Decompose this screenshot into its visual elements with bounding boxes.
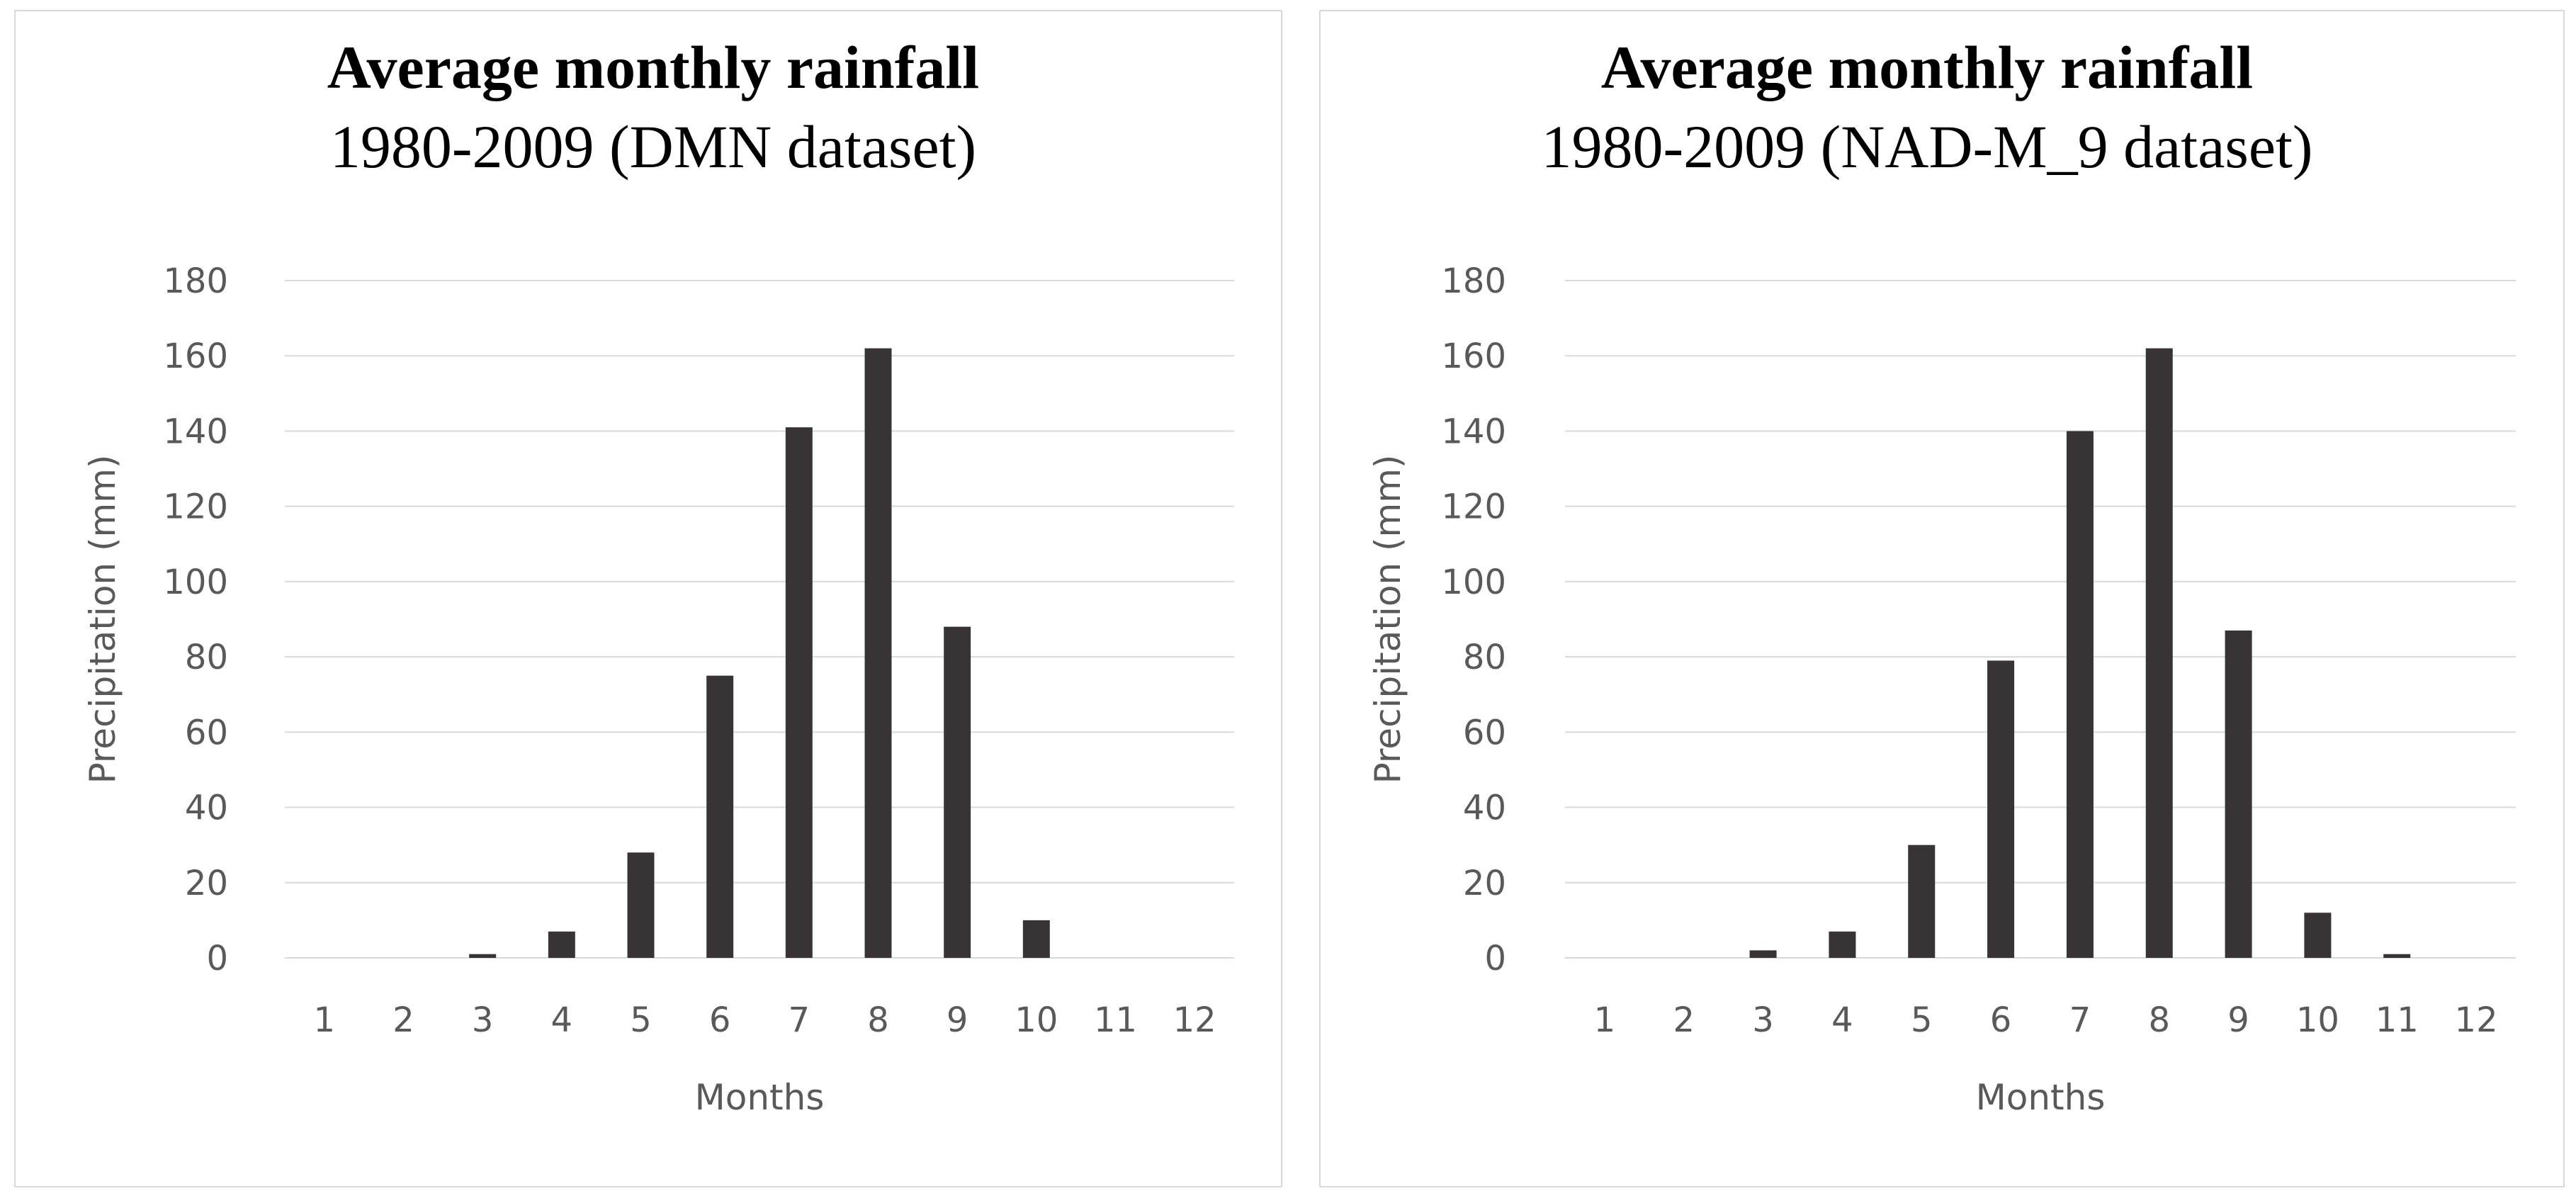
y-tick-label: 160: [163, 337, 228, 376]
bar-month-9: [944, 626, 971, 958]
x-tick-label: 5: [1911, 1000, 1933, 1040]
y-tick-label: 20: [185, 864, 228, 903]
y-tick-label: 180: [1441, 261, 1506, 301]
bar-month-9: [2225, 630, 2252, 958]
x-tick-label: 3: [1752, 1000, 1774, 1040]
x-tick-label: 11: [1094, 1000, 1137, 1040]
y-tick-label: 20: [1463, 864, 1506, 903]
bar-month-4: [548, 931, 575, 958]
y-tick-label: 160: [1441, 337, 1506, 376]
x-tick-label: 5: [630, 1000, 652, 1040]
chart-svg-nad-m-9: Average monthly rainfall 1980-2009 (NAD-M…: [1367, 33, 2516, 1118]
bar-month-4: [1829, 931, 1856, 958]
bar-month-10: [2304, 913, 2332, 958]
x-tick-label: 9: [2227, 1000, 2249, 1040]
y-tick-label: 140: [1441, 412, 1506, 451]
chart-panel-dmn: Average monthly rainfall 1980-2009 (DMN d…: [14, 10, 1282, 1187]
y-tick-label: 80: [1463, 638, 1506, 677]
chart-svg-dmn: Average monthly rainfall 1980-2009 (DMN d…: [82, 33, 1234, 1118]
bar-month-8: [2145, 348, 2173, 959]
bar-month-3: [1749, 950, 1777, 958]
bar-month-6: [1987, 660, 2015, 958]
chart-title: Average monthly rainfall: [1601, 33, 2253, 101]
y-axis-title: Precipitation (mm): [1367, 455, 1408, 784]
x-tick-label: 4: [1831, 1000, 1853, 1040]
x-tick-label: 6: [709, 1000, 731, 1040]
x-axis-title: Months: [695, 1077, 825, 1118]
x-tick-label: 9: [947, 1000, 968, 1040]
bar-month-10: [1022, 920, 1050, 958]
x-tick-label: 3: [472, 1000, 494, 1040]
chart-panel-nad-m-9: Average monthly rainfall 1980-2009 (NAD-M…: [1319, 10, 2565, 1187]
x-tick-label: 1: [1594, 1000, 1616, 1040]
x-tick-label: 12: [1173, 1000, 1216, 1040]
bar-month-11: [2383, 954, 2411, 958]
y-tick-label: 80: [185, 638, 228, 677]
y-tick-label: 60: [1463, 713, 1506, 752]
y-tick-label: 40: [1463, 789, 1506, 828]
x-tick-label: 10: [2296, 1000, 2339, 1040]
x-tick-label: 8: [867, 1000, 889, 1040]
x-tick-label: 4: [551, 1000, 573, 1040]
x-tick-label: 7: [2069, 1000, 2091, 1040]
bar-month-7: [2066, 431, 2094, 958]
x-tick-label: 2: [392, 1000, 414, 1040]
y-axis-title: Precipitation (mm): [82, 455, 123, 784]
bar-month-7: [785, 427, 813, 958]
chart-subtitle: 1980-2009 (NAD-M_9 dataset): [1541, 113, 2312, 181]
x-tick-label: 10: [1015, 1000, 1058, 1040]
y-tick-label: 40: [185, 789, 228, 828]
y-tick-label: 0: [1484, 939, 1506, 978]
x-tick-label: 12: [2455, 1000, 2498, 1040]
y-tick-label: 100: [163, 563, 228, 602]
chart-title: Average monthly rainfall: [327, 33, 979, 101]
y-tick-label: 120: [163, 487, 228, 527]
x-tick-label: 2: [1673, 1000, 1695, 1040]
x-axis-title: Months: [1976, 1077, 2106, 1118]
y-tick-label: 60: [185, 713, 228, 752]
y-tick-label: 140: [163, 412, 228, 451]
y-tick-label: 180: [163, 261, 228, 301]
chart-subtitle: 1980-2009 (DMN dataset): [330, 113, 976, 181]
bar-month-8: [864, 348, 892, 959]
bar-month-3: [469, 954, 497, 958]
y-tick-label: 0: [206, 939, 228, 978]
x-tick-label: 11: [2376, 1000, 2419, 1040]
x-tick-label: 1: [314, 1000, 336, 1040]
bar-month-6: [706, 675, 734, 958]
bar-month-5: [627, 852, 655, 958]
bar-month-5: [1908, 845, 1936, 958]
x-tick-label: 6: [1990, 1000, 2012, 1040]
y-tick-label: 100: [1441, 563, 1506, 602]
y-tick-label: 120: [1441, 487, 1506, 527]
x-tick-label: 7: [789, 1000, 810, 1040]
x-tick-label: 8: [2148, 1000, 2170, 1040]
